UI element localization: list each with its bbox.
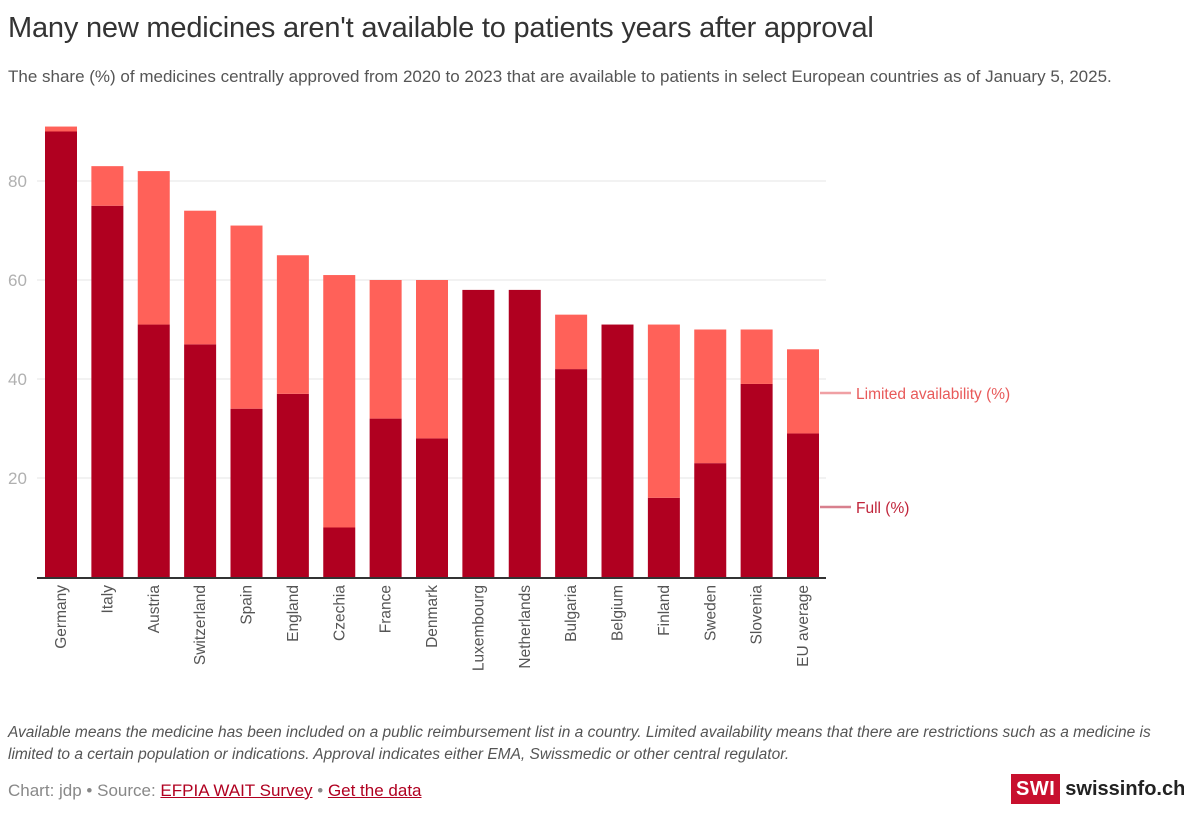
bar-full-eu-average	[787, 433, 819, 577]
chart-title: Many new medicines aren't available to p…	[8, 12, 874, 44]
bar-full-england	[276, 393, 309, 577]
bar-full-sweden	[694, 463, 727, 577]
bar-limited-germany	[45, 126, 77, 132]
x-tick-label: Czechia	[331, 585, 348, 641]
y-tick-label: 20	[8, 469, 27, 488]
legend: Limited availability (%) Full (%)	[820, 386, 1010, 517]
stacked-bar-chart: 20 40 60 80 Germany Italy Austria Switzerland S…	[8, 126, 1010, 672]
source-line: Chart: jdp • Source: EFPIA WAIT Survey •…	[8, 781, 422, 801]
bar-full-switzerland	[184, 344, 217, 577]
bar-limited-denmark	[416, 280, 448, 439]
credit-text: Chart: jdp • Source:	[8, 781, 161, 800]
bar-limited-italy	[91, 166, 124, 206]
chart-subtitle: The share (%) of medicines centrally app…	[8, 67, 1112, 86]
source-link[interactable]: EFPIA WAIT Survey	[160, 781, 313, 800]
bar-limited-france	[369, 280, 402, 419]
x-tick-label: Netherlands	[517, 585, 534, 669]
x-tick-label: Germany	[53, 585, 70, 649]
bar-limited-czechia	[323, 275, 356, 528]
x-tick-label: Switzerland	[192, 585, 209, 665]
y-tick-label: 60	[8, 271, 27, 290]
swissinfo-logo[interactable]: SWI swissinfo.ch	[1011, 774, 1184, 804]
separator: •	[312, 781, 328, 800]
x-tick-label: England	[285, 585, 302, 642]
bar-limited-switzerland	[184, 210, 217, 345]
bar-limited-england	[276, 255, 309, 394]
bar-full-austria	[137, 324, 170, 577]
swi-logo-mark: SWI	[1011, 774, 1061, 804]
swissinfo-wordmark: swissinfo.ch	[1065, 777, 1184, 800]
bar-full-france	[369, 418, 402, 577]
x-tick-label: Italy	[99, 585, 116, 614]
bar-full-luxembourg	[462, 289, 495, 577]
bar-full-finland	[647, 497, 680, 577]
x-tick-label: Bulgaria	[563, 585, 580, 642]
x-tick-label: EU average	[795, 585, 812, 667]
x-tick-label: Luxembourg	[470, 585, 487, 671]
x-tick-label: Sweden	[702, 585, 719, 641]
bar-full-germany	[45, 131, 77, 577]
bar-limited-spain	[230, 225, 263, 409]
legend-limited-label: Limited availability (%)	[856, 386, 1010, 403]
get-data-link[interactable]: Get the data	[327, 781, 422, 800]
bar-limited-finland	[647, 324, 680, 498]
bar-limited-slovenia	[740, 329, 773, 384]
bar-full-belgium	[601, 324, 634, 577]
x-tick-label: France	[378, 585, 395, 633]
y-axis-ticks: 20 40 60 80	[8, 172, 27, 488]
bar-full-italy	[91, 205, 124, 577]
bar-full-czechia	[323, 527, 356, 577]
bar-full-slovenia	[740, 383, 773, 577]
y-tick-label: 80	[8, 172, 27, 191]
x-tick-label: Austria	[146, 585, 163, 634]
x-tick-label: Spain	[239, 585, 256, 625]
bar-full-denmark	[416, 438, 448, 577]
bar-limited-bulgaria	[555, 314, 588, 370]
bar-full-netherlands	[508, 289, 541, 577]
x-tick-label: Belgium	[610, 585, 627, 641]
legend-full-label: Full (%)	[856, 500, 909, 517]
x-axis-ticks: Germany Italy Austria Switzerland Spain Engla…	[53, 585, 812, 672]
x-tick-label: Denmark	[424, 585, 441, 648]
bar-full-bulgaria	[555, 369, 588, 577]
bar-limited-sweden	[694, 329, 727, 464]
bar-limited-eu-average	[787, 349, 819, 434]
bar-full-spain	[230, 408, 263, 577]
x-tick-label: Slovenia	[749, 585, 766, 645]
y-tick-label: 40	[8, 370, 27, 389]
chart-notes: Available means the medicine has been in…	[8, 724, 1151, 763]
bar-limited-austria	[137, 171, 170, 325]
x-tick-label: Finland	[656, 585, 673, 636]
bars	[45, 126, 819, 577]
